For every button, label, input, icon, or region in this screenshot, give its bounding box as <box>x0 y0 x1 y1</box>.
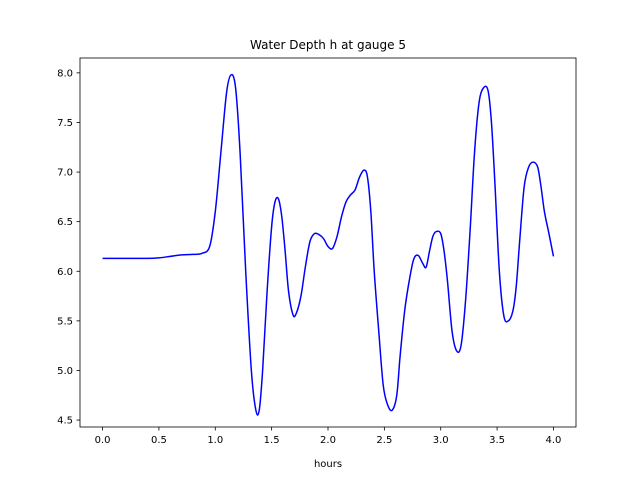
y-tick-label: 5.0 <box>57 366 73 377</box>
x-tick-label: 0.0 <box>95 435 111 446</box>
x-tick-label: 4.0 <box>546 435 562 446</box>
x-tick-label: 3.0 <box>433 435 449 446</box>
y-tick-label: 8.0 <box>57 68 73 79</box>
x-tick-label: 1.5 <box>264 435 280 446</box>
y-tick-label: 5.5 <box>57 316 73 327</box>
x-tick-label: 0.5 <box>151 435 167 446</box>
x-tick-label: 3.5 <box>489 435 505 446</box>
x-tick-label: 1.0 <box>207 435 223 446</box>
x-axis-label: hours <box>314 459 342 470</box>
y-tick-label: 6.5 <box>57 217 73 228</box>
y-tick-label: 4.5 <box>57 416 73 427</box>
chart-title: Water Depth h at gauge 5 <box>250 38 406 52</box>
y-tick-label: 6.0 <box>57 267 73 278</box>
series-line-0 <box>102 73 555 416</box>
x-tick-label: 2.0 <box>320 435 336 446</box>
x-tick-label: 2.5 <box>376 435 392 446</box>
y-tick-label: 7.5 <box>57 118 73 129</box>
y-tick-label: 7.0 <box>57 168 73 179</box>
plot-area: 0.0 0.5 1.0 1.5 2.0 2.5 3.0 3.5 4.0 4.5 5.0 5.5 6.0 6… <box>57 57 577 446</box>
